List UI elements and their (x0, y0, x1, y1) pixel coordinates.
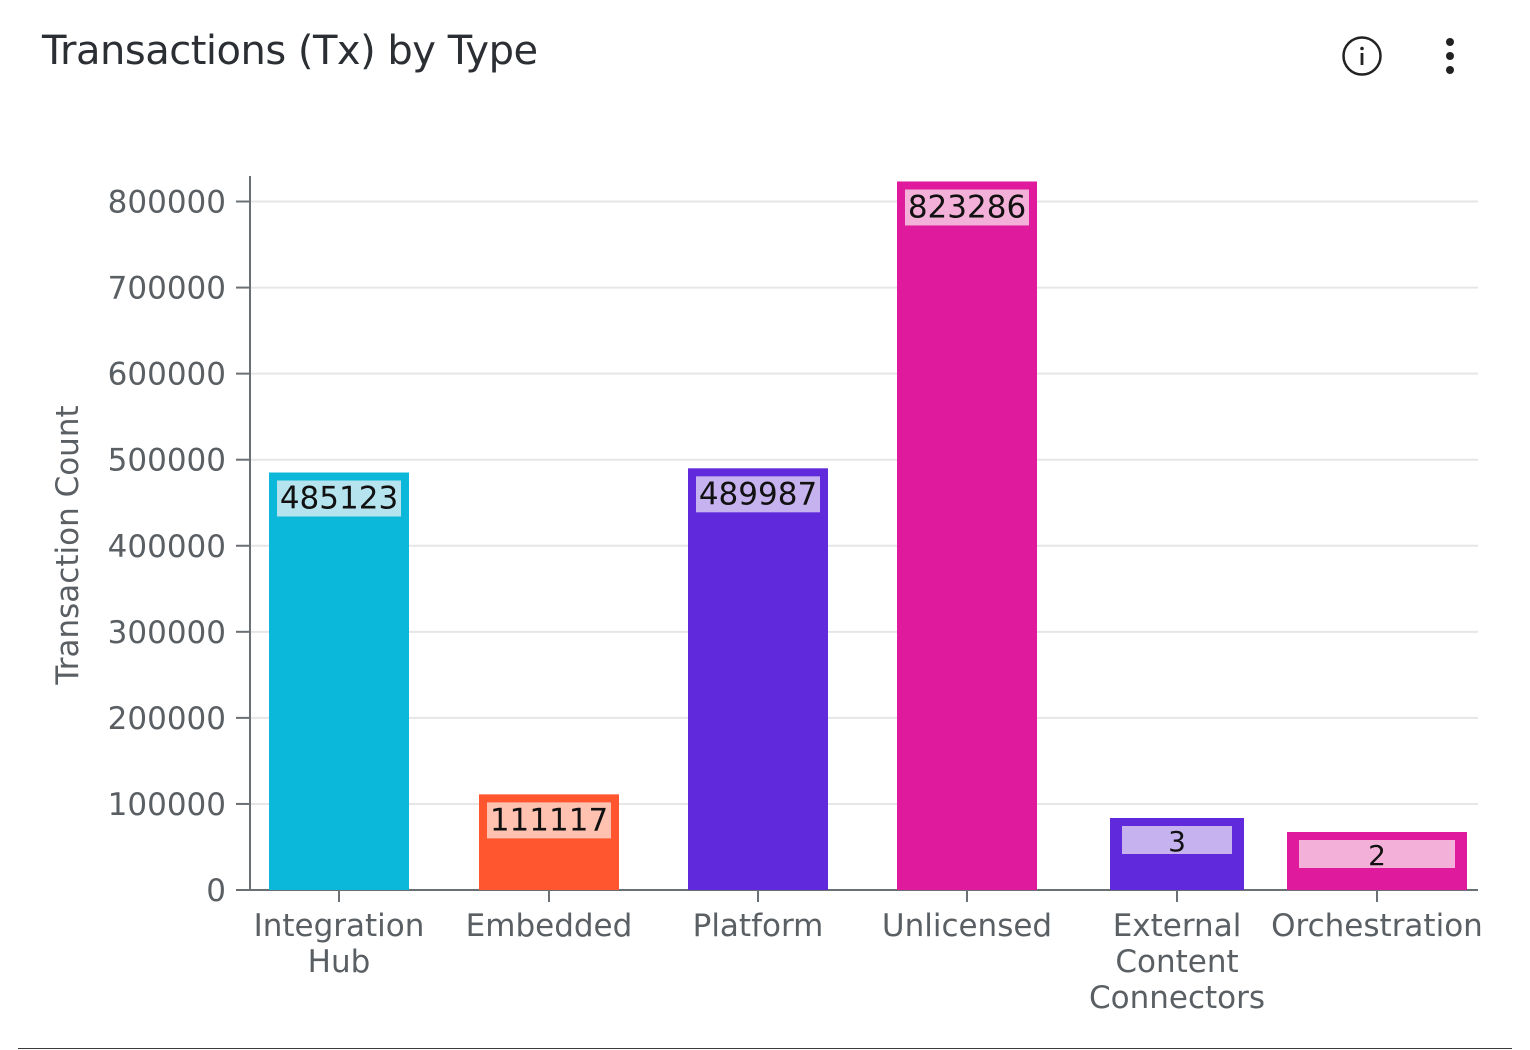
chart-title: Transactions (Tx) by Type (42, 28, 538, 74)
card-divider (18, 1048, 1512, 1049)
y-tick-label-0: 0 (206, 873, 226, 909)
data-label-bg-0 (277, 480, 401, 517)
x-tick-label-4-0: External (1113, 908, 1242, 944)
info-button[interactable] (1340, 34, 1384, 78)
x-tick-label-4-2: Connectors (1089, 980, 1265, 1016)
data-label-bg-1 (487, 802, 611, 839)
y-tick-label-6: 600000 (108, 357, 226, 393)
y-tick-label-3: 300000 (108, 615, 226, 651)
y-tick-label-7: 700000 (108, 271, 226, 307)
data-label-4: 3 (1168, 825, 1186, 858)
data-label-5: 2 (1368, 839, 1386, 872)
y-tick-label-8: 800000 (108, 185, 226, 221)
data-label-1: 111117 (490, 802, 608, 838)
data-label-bg-2 (696, 476, 820, 513)
x-tick-label-0-1: Hub (308, 944, 371, 980)
x-tick-label-4-1: Content (1115, 944, 1238, 980)
bar-3 (897, 181, 1037, 890)
bar-0 (269, 472, 409, 890)
y-axis-label: Transaction Count (50, 405, 86, 685)
bar-2 (688, 468, 828, 890)
more-options-button[interactable] (1428, 34, 1472, 78)
y-tick-label-5: 500000 (108, 443, 226, 479)
x-tick-label-5-0: Orchestration (1271, 908, 1483, 944)
data-label-bg-3 (905, 189, 1029, 226)
data-label-3: 823286 (908, 189, 1026, 225)
x-tick-label-1-0: Embedded (466, 908, 633, 944)
data-label-bg-4 (1122, 826, 1232, 854)
y-tick-label-1: 100000 (108, 787, 226, 823)
y-tick-label-2: 200000 (108, 701, 226, 737)
data-label-bg-5 (1299, 840, 1455, 868)
data-label-0: 485123 (280, 481, 398, 517)
info-circle-icon (1342, 36, 1382, 76)
y-tick-label-4: 400000 (108, 529, 226, 565)
x-tick-label-3-0: Unlicensed (882, 908, 1052, 944)
x-tick-label-2-0: Platform (693, 908, 824, 944)
more-vertical-icon (1446, 38, 1454, 74)
data-label-2: 489987 (699, 476, 817, 512)
x-tick-label-0-0: Integration (254, 908, 425, 944)
